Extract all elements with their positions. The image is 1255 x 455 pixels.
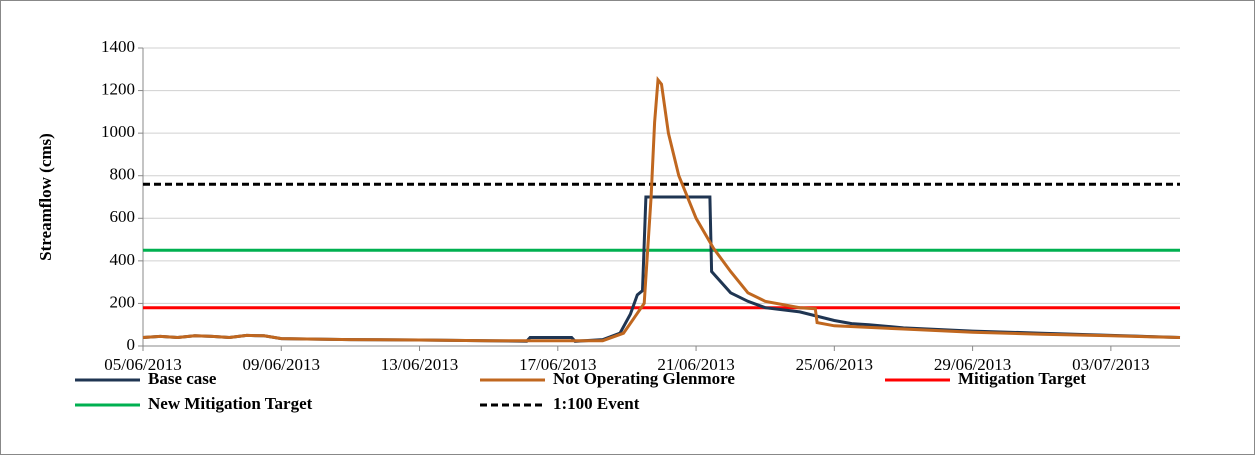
y-tick-label: 1200 [101, 79, 135, 98]
x-tick-label: 03/07/2013 [1072, 355, 1149, 374]
y-tick-label: 200 [110, 292, 136, 311]
y-tick-label: 0 [127, 335, 136, 354]
y-tick-label: 400 [110, 250, 136, 269]
y-tick-label: 1000 [101, 122, 135, 141]
legend-label: 1:100 Event [553, 394, 640, 413]
legend-label: Not Operating Glenmore [553, 369, 735, 388]
x-tick-label: 13/06/2013 [381, 355, 458, 374]
y-tick-label: 600 [110, 207, 136, 226]
x-tick-label: 09/06/2013 [243, 355, 320, 374]
x-tick-label: 25/06/2013 [796, 355, 873, 374]
x-tick-label: 21/06/2013 [657, 355, 734, 374]
x-tick-label: 05/06/2013 [104, 355, 181, 374]
legend-label: Base case [148, 369, 217, 388]
y-axis-label: Streamflow (cms) [36, 133, 55, 261]
legend-label: Mitigation Target [958, 369, 1086, 388]
y-tick-label: 800 [110, 165, 136, 184]
line-series [142, 76, 1181, 343]
x-tick-label: 17/06/2013 [519, 355, 596, 374]
y-tick-label: 1400 [101, 37, 135, 56]
x-tick-label: 29/06/2013 [934, 355, 1011, 374]
legend-label: New Mitigation Target [148, 394, 313, 413]
